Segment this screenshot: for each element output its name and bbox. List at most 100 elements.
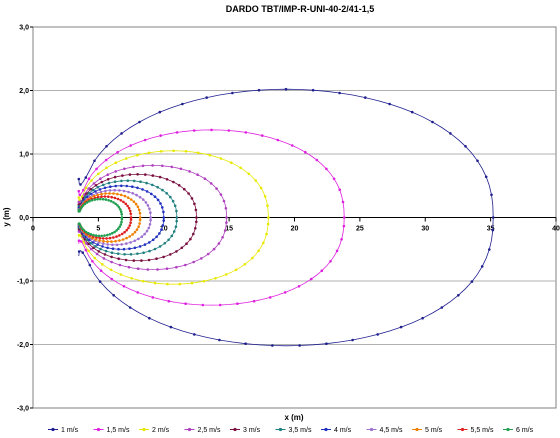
series-point xyxy=(165,267,169,271)
series-point xyxy=(82,229,86,232)
series-point xyxy=(210,128,213,132)
series-point xyxy=(227,129,231,132)
series-point xyxy=(491,228,495,232)
series-point xyxy=(341,200,345,204)
series-point xyxy=(119,223,123,226)
series-point xyxy=(153,195,157,198)
series-point xyxy=(137,208,141,212)
series-point xyxy=(315,158,319,162)
series-point xyxy=(151,238,155,242)
series-point xyxy=(223,229,227,232)
series-point xyxy=(244,131,248,134)
series-point xyxy=(110,255,113,259)
series-point xyxy=(160,228,163,231)
series-point xyxy=(98,280,102,283)
series-point xyxy=(101,263,104,266)
series-point xyxy=(209,182,213,185)
series-point xyxy=(103,234,106,237)
series-point xyxy=(85,192,88,195)
series-point xyxy=(102,257,106,260)
series-point xyxy=(122,247,126,251)
series-point xyxy=(112,201,115,204)
series-point xyxy=(141,164,145,168)
series-point xyxy=(98,236,102,240)
series-point xyxy=(124,157,128,160)
series-point xyxy=(151,174,155,177)
series-point xyxy=(147,151,151,155)
legend-item: 2,5 m/s xyxy=(184,427,221,434)
series-point xyxy=(440,306,444,309)
series-point xyxy=(120,216,124,219)
series-point xyxy=(96,193,99,197)
series-point xyxy=(127,206,131,210)
series-point xyxy=(304,150,307,154)
series-point xyxy=(138,120,141,124)
series-point xyxy=(159,202,162,205)
series-point xyxy=(109,185,112,188)
series-point xyxy=(184,150,188,153)
series-point xyxy=(259,186,263,190)
series-point xyxy=(103,186,107,190)
series-point xyxy=(125,228,128,232)
series-point xyxy=(219,193,223,196)
legend-item: 3,5 m/s xyxy=(275,427,312,434)
y-tick-label: 0,0 xyxy=(19,215,29,222)
series-point xyxy=(106,240,109,243)
series-point xyxy=(81,251,84,254)
series-point xyxy=(131,192,134,195)
series-point xyxy=(121,238,125,241)
series-point xyxy=(113,175,117,179)
legend-marker xyxy=(96,427,101,432)
series-point xyxy=(231,91,234,95)
series-point xyxy=(145,229,149,233)
series-point xyxy=(92,233,95,237)
series-point xyxy=(364,96,367,99)
series-point xyxy=(171,199,175,203)
series-point xyxy=(115,243,119,247)
series-point xyxy=(136,153,139,157)
series-point xyxy=(149,218,152,222)
series-point xyxy=(480,265,484,268)
series-point xyxy=(125,236,128,240)
series-point xyxy=(105,237,108,240)
series-point xyxy=(149,211,152,214)
series-point xyxy=(170,234,174,238)
series-point xyxy=(146,204,150,207)
series-point xyxy=(194,227,197,230)
series-point xyxy=(99,197,102,201)
series-point xyxy=(159,134,162,137)
series-point xyxy=(89,247,93,251)
series-point xyxy=(335,249,339,253)
series-point xyxy=(141,188,144,191)
legend-item: 1 m/s xyxy=(48,427,79,434)
legend-item: 4,5 m/s xyxy=(366,427,403,434)
series-point xyxy=(283,291,287,294)
series-point xyxy=(89,187,93,191)
y-tick-label: -1,0 xyxy=(17,279,29,286)
series-point xyxy=(80,240,83,243)
series-point xyxy=(175,216,179,219)
series-point xyxy=(109,199,113,203)
series-point xyxy=(257,88,261,92)
series-point xyxy=(99,247,102,251)
series-point xyxy=(137,237,140,241)
series-point xyxy=(114,202,117,206)
series-point xyxy=(128,306,132,309)
series-point xyxy=(143,243,147,246)
series-point xyxy=(104,192,107,195)
series-point xyxy=(106,178,110,181)
series-point xyxy=(87,231,90,235)
series-point xyxy=(158,245,162,248)
series-point xyxy=(102,239,105,243)
series-point xyxy=(172,230,176,233)
series-point xyxy=(120,179,123,183)
axes: 0 5 10 15 20 25 30 35 40 3,0 2,0 1,0 0,0 -1,0 -2,0 -3,0 xyxy=(17,25,560,413)
series-point xyxy=(119,199,123,202)
series-point xyxy=(103,253,107,256)
series-point xyxy=(110,260,113,264)
series-point xyxy=(141,198,145,201)
legend-label: 3,5 m/s xyxy=(289,427,312,434)
series-point xyxy=(80,206,83,209)
series-point xyxy=(99,269,103,273)
series-point xyxy=(79,208,82,211)
